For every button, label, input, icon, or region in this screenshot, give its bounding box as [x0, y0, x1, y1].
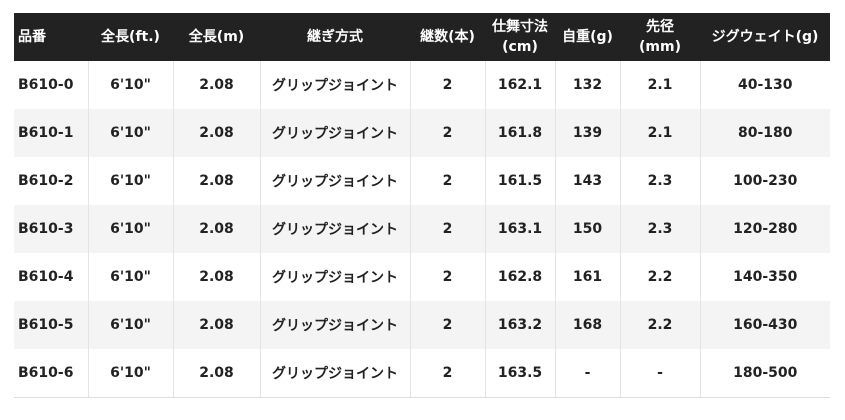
table-cell: 2.08	[172, 253, 260, 301]
table-row: B610-3 6'10" 2.08 グリップジョイント 2 163.1 150 2.3 120-…	[14, 205, 830, 253]
column-header: 継ぎ方式	[260, 13, 410, 61]
column-header: 自重(g)	[555, 13, 620, 61]
table-cell: 2	[409, 61, 485, 109]
table-cell: 2.08	[172, 301, 260, 349]
table-cell: グリップジョイント	[259, 253, 410, 301]
table-cell: 120-280	[699, 205, 830, 253]
table-cell: -	[554, 349, 620, 398]
table-cell: 2.08	[172, 109, 260, 157]
table-cell: グリップジョイント	[259, 157, 410, 205]
table-cell: グリップジョイント	[259, 61, 410, 109]
table-cell: 161	[554, 253, 620, 301]
table-cell: 162.1	[484, 61, 555, 109]
table-cell: B610-0	[18, 77, 74, 93]
table-cell: 143	[554, 157, 620, 205]
table-cell: 2.2	[619, 253, 700, 301]
table-cell: 139	[554, 109, 620, 157]
table-cell: 6'10"	[87, 349, 173, 398]
spec-table: 品番 全長(ft.) 全長(m) 継ぎ方式 継数(本) 仕舞寸法 (cm) 自重(g) 先径 …	[14, 13, 830, 398]
table-cell: 2.1	[619, 61, 700, 109]
table-cell: 6'10"	[87, 205, 173, 253]
table-cell: 6'10"	[87, 301, 173, 349]
table-cell: B610-1	[14, 109, 88, 157]
table-cell: 2.08	[172, 61, 260, 109]
table-cell: 150	[554, 205, 620, 253]
table-cell: 6'10"	[87, 253, 173, 301]
column-header: ジグウェイト(g)	[700, 13, 830, 61]
table-cell: 80-180	[699, 109, 830, 157]
table-cell: 163.2	[484, 301, 555, 349]
table-cell: B610-5	[14, 301, 88, 349]
table-cell: 2	[409, 109, 485, 157]
table-cell: 160-430	[699, 301, 830, 349]
table-cell: B610-3	[14, 205, 88, 253]
table-cell: 168	[554, 301, 620, 349]
column-header: 先径 (mm)	[620, 13, 700, 61]
table-cell: グリップジョイント	[259, 349, 410, 398]
table-cell: 6'10"	[87, 109, 173, 157]
table-cell: B610-4	[18, 269, 74, 285]
table-cell: 132	[554, 61, 620, 109]
column-header: 継数(本)	[410, 13, 485, 61]
table-row: B610-6 6'10" 2.08 グリップジョイント 2 163.5- -180-500	[14, 349, 830, 398]
table-cell: -	[619, 349, 700, 398]
column-header: 全長(ft.)	[88, 13, 173, 61]
column-header: 仕舞寸法 (cm)	[485, 13, 555, 61]
table-cell: 2.08	[172, 349, 260, 398]
column-header: 全長(m)	[173, 13, 260, 61]
table-cell: 163.5	[484, 349, 555, 398]
table-cell: グリップジョイント	[259, 109, 410, 157]
table-cell: 100-230	[699, 157, 830, 205]
table-cell: 161.5	[484, 157, 555, 205]
table-cell: 162.8	[484, 253, 555, 301]
table-cell: 161.8	[484, 109, 555, 157]
table-cell: 2.08	[172, 157, 260, 205]
table-cell: 2.3	[619, 205, 700, 253]
table-cell: グリップジョイント	[259, 205, 410, 253]
table-cell: 2.3	[619, 157, 700, 205]
column-header: 品番	[14, 13, 88, 61]
table-cell: 140-350	[699, 253, 830, 301]
table-row: B610-2 6'10" 2.08 グリップジョイント 2 161.5 143 2.3 100-…	[14, 157, 830, 205]
header-row: 品番 全長(ft.) 全長(m) 継ぎ方式 継数(本) 仕舞寸法 (cm) 自重(g) 先径 …	[14, 13, 830, 61]
table-cell: B610-2	[18, 173, 74, 189]
table-row: B610-5 6'10" 2.08 グリップジョイント 2 163.2 168 2.2 160-…	[14, 301, 830, 349]
table-row: B610-0 6'10" 2.08 グリップジョイント 2 162.1 132 2.1 40-1…	[14, 61, 830, 109]
table-cell: 180-500	[699, 349, 830, 398]
table-row: B610-1 6'10" 2.08 グリップジョイント 2 161.8 139 2.1 80-1…	[14, 109, 830, 157]
table-cell: 2	[409, 349, 485, 398]
table-cell: 2.1	[619, 109, 700, 157]
table-cell: B610-6	[14, 349, 88, 398]
table-cell: 2	[409, 205, 485, 253]
table-cell: 2	[409, 157, 485, 205]
table-cell: 6'10"	[87, 61, 173, 109]
table-cell: 2.08	[172, 205, 260, 253]
table-cell: 6'10"	[87, 157, 173, 205]
table-row: B610-4 6'10" 2.08 グリップジョイント 2 162.8 161 2.2 140-…	[14, 253, 830, 301]
table-cell: 2.2	[619, 301, 700, 349]
table-cell: 40-130	[699, 61, 830, 109]
table-cell: 163.1	[484, 205, 555, 253]
table-cell: 2	[409, 253, 485, 301]
table-cell: グリップジョイント	[259, 301, 410, 349]
table-cell: 2	[409, 301, 485, 349]
